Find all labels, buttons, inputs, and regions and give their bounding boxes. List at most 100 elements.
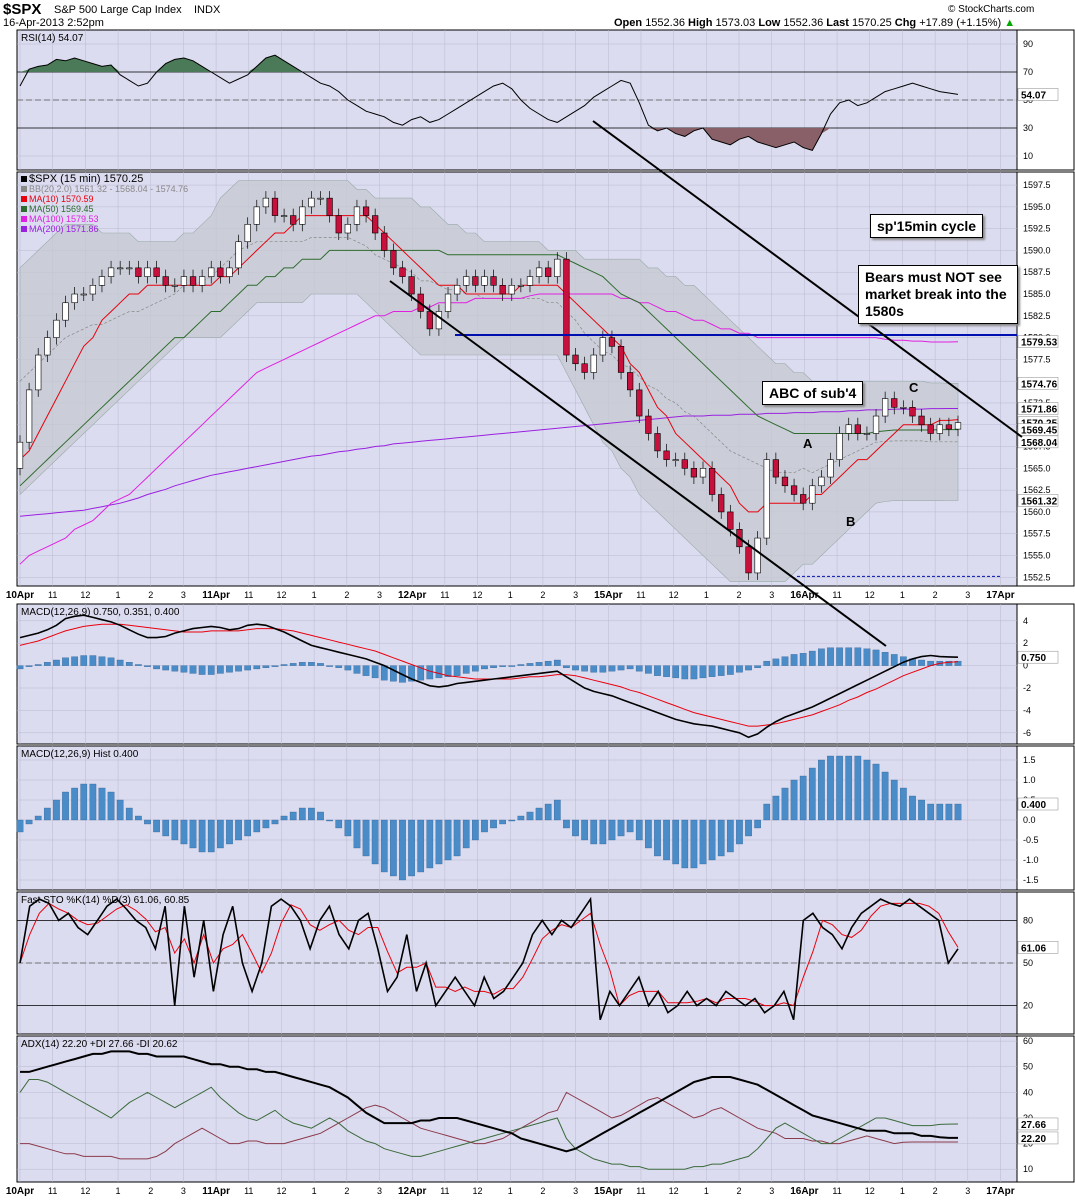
x-tick-label: 17Apr: [986, 1186, 1014, 1197]
hist-bar: [681, 819, 689, 869]
macd-hist-bar: [380, 665, 388, 681]
hist-bar: [663, 819, 670, 861]
hist-bar: [298, 807, 306, 821]
candle: [62, 302, 69, 321]
y-tick-label: 1562.5: [1023, 485, 1051, 495]
hist-bar: [881, 771, 889, 821]
macd-hist-bar: [162, 665, 170, 671]
y-tick-label: 40: [1023, 1087, 1033, 1097]
macd-hist-bar: [198, 665, 206, 675]
legend-swatch: [21, 176, 27, 182]
macd-hist-bar: [390, 665, 397, 682]
candle: [690, 468, 698, 478]
hist-bar: [280, 815, 288, 821]
legend-swatch: [21, 186, 27, 192]
candle: [927, 424, 934, 434]
macd-hist-bar: [43, 662, 51, 666]
hist-bar: [654, 819, 661, 857]
hist-bar: [845, 755, 853, 821]
legend-entry: MA(200) 1571.86: [29, 224, 99, 234]
x-tick-label: 11Apr: [202, 590, 230, 601]
wave-a-label: A: [803, 436, 813, 451]
panel-backgrounds: [16, 29, 1075, 1183]
rsi-last-label-box: [1017, 88, 1059, 101]
hist-bar: [344, 819, 352, 837]
hist-bar: [380, 819, 388, 873]
macd-hist-bar: [763, 660, 771, 666]
x-tick-label: 10Apr: [6, 590, 34, 601]
macd-hist-bar: [271, 665, 279, 667]
macd-hist-bar: [326, 665, 333, 667]
candle: [490, 276, 497, 286]
x-tick-label: 11: [832, 1186, 841, 1196]
y-tick-label: 10: [1023, 1164, 1033, 1174]
hist-bar: [353, 819, 361, 849]
legend-entry: $SPX (15 min) 1570.25: [29, 173, 143, 185]
candle: [399, 267, 406, 277]
macd-hist-bar: [89, 655, 97, 666]
macd-hist-bar: [918, 659, 925, 666]
macd-line: [19, 614, 959, 739]
macd-hist-bar: [481, 665, 488, 670]
y-tick-label: 1582.5: [1023, 311, 1051, 321]
x-tick-label: 11: [244, 590, 253, 600]
hist-bar: [499, 819, 506, 825]
chg-label: Chg: [894, 17, 917, 29]
candle: [244, 223, 251, 243]
x-tick-label: 12: [865, 590, 875, 600]
candle: [372, 215, 379, 234]
x-tick-label: 3: [377, 1186, 382, 1196]
y-tick-label: 4: [1023, 616, 1028, 626]
macd-hist-bar: [645, 665, 652, 674]
candle: [627, 372, 634, 391]
candle: [872, 415, 880, 434]
exchange-label: INDX: [194, 4, 221, 16]
legend-swatch: [21, 196, 27, 202]
hist-title: MACD(12,26,9) Hist 0.400: [21, 749, 139, 760]
hist-bar: [426, 819, 434, 869]
price-last-label-box: [1017, 435, 1059, 449]
hist-bar: [626, 819, 634, 833]
hist-bar: [490, 819, 497, 829]
macd-hist-bar: [517, 664, 525, 666]
candle: [727, 511, 734, 530]
macd-hist-bar: [53, 659, 60, 666]
ma100-line: [19, 293, 959, 565]
legend-swatch: [21, 206, 27, 212]
candle: [180, 276, 188, 286]
low-label: Low: [758, 17, 781, 29]
x-tick-label: 1: [508, 590, 513, 600]
x-tick-label: 1: [704, 590, 709, 600]
candle: [208, 267, 215, 277]
hist-bar: [162, 819, 170, 837]
hist-bar: [945, 803, 953, 821]
hist-bar: [581, 819, 588, 841]
hist-bar: [563, 819, 570, 829]
legend-swatch: [21, 216, 27, 222]
macd-hist-bar: [62, 657, 69, 666]
hist-bar: [390, 819, 397, 877]
x-tick-label: 12: [669, 1186, 679, 1196]
candle: [909, 407, 916, 417]
macd-hist-bar: [426, 665, 434, 680]
y-tick-label: 0: [1023, 661, 1028, 671]
hist-bar: [927, 803, 935, 821]
y-tick-label: 1565.0: [1023, 463, 1051, 473]
y-tick-label: 1.0: [1023, 775, 1036, 785]
x-tick-label: 10Apr: [6, 1186, 34, 1197]
hist-bar: [16, 819, 24, 833]
candle: [945, 424, 953, 430]
macd-hist-bar: [599, 665, 607, 673]
y-tick-label: -2: [1023, 683, 1031, 693]
candle: [472, 276, 479, 286]
hist-bar: [89, 783, 97, 821]
hist-bar: [745, 819, 752, 837]
x-tick-label: 12: [865, 1186, 875, 1196]
x-tick-label: 2: [344, 590, 349, 600]
hist-bar: [526, 811, 534, 821]
macd-hist-bar: [235, 665, 242, 672]
x-tick-label: 3: [181, 590, 186, 600]
macd-hist-bar: [508, 665, 516, 667]
hist-bar: [836, 755, 843, 821]
hist-bar: [726, 819, 734, 853]
